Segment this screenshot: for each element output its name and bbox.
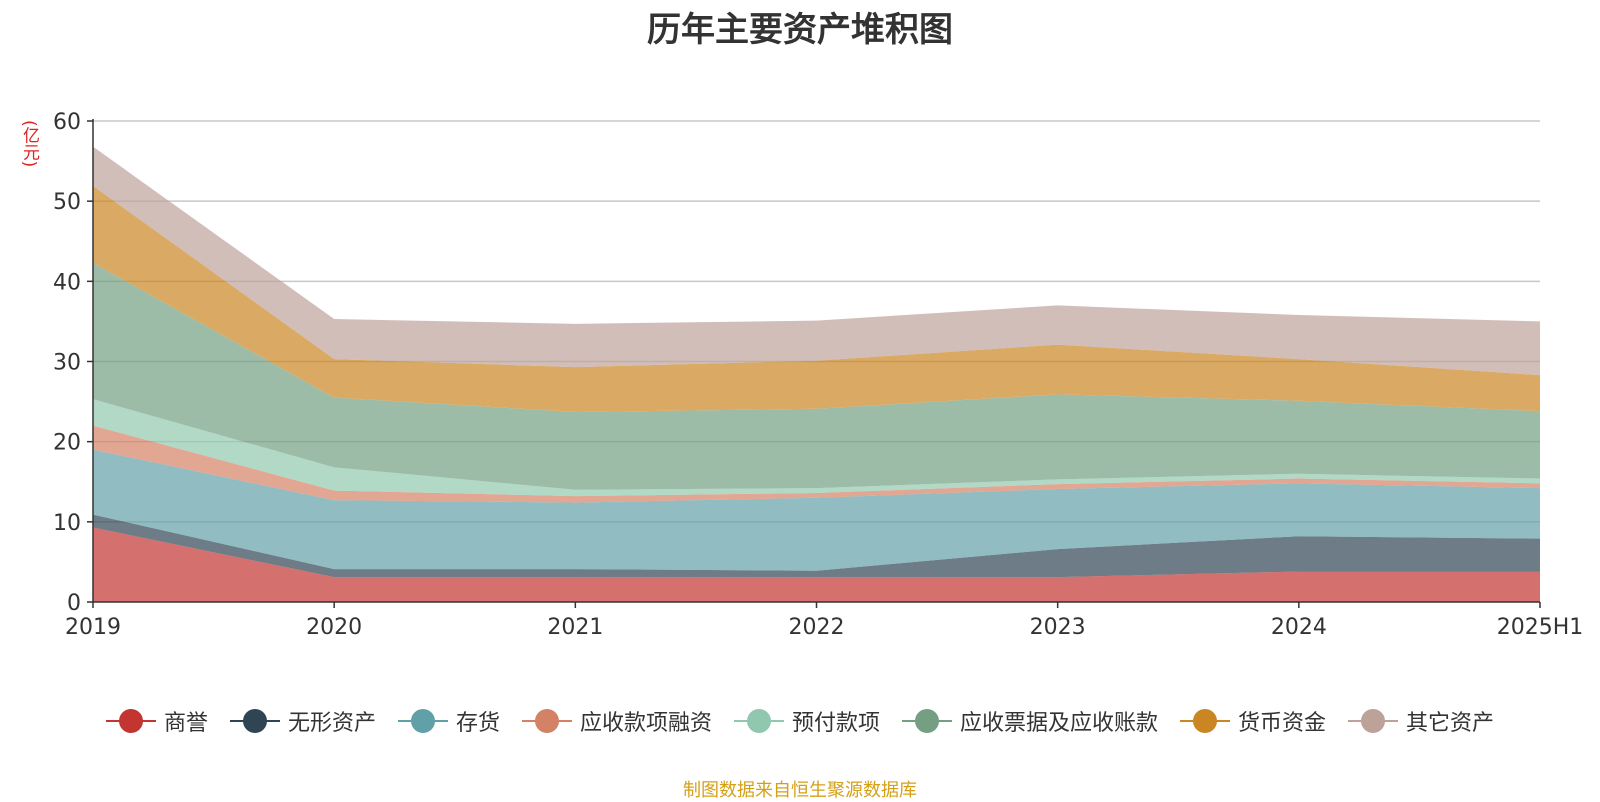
area-series-5 bbox=[93, 262, 1540, 490]
x-tick-label-6: 2025H1 bbox=[1497, 615, 1584, 640]
y-tick-label-60: 60 bbox=[53, 110, 81, 135]
y-tick-label-50: 50 bbox=[53, 190, 81, 215]
area-series-6 bbox=[93, 185, 1540, 413]
x-tick-label-0: 2019 bbox=[65, 615, 121, 640]
legend-label: 货币资金 bbox=[1238, 711, 1327, 736]
area-series-1 bbox=[93, 514, 1540, 578]
y-tick-label-40: 40 bbox=[53, 270, 81, 295]
legend-label: 预付款项 bbox=[792, 711, 881, 736]
legend-label: 应收票据及应收账款 bbox=[960, 711, 1159, 736]
y-axis-unit-label: (亿元) bbox=[19, 120, 39, 168]
x-tick-label-5: 2024 bbox=[1271, 615, 1327, 640]
legend-swatch-icon bbox=[1180, 709, 1231, 733]
legend-item-5[interactable]: 应收票据及应收账款 bbox=[902, 705, 1158, 737]
legend-swatch-icon bbox=[229, 709, 280, 733]
legend-label: 其它资产 bbox=[1406, 711, 1495, 736]
legend-swatch-icon bbox=[902, 709, 953, 733]
legend-swatch-icon bbox=[397, 709, 448, 733]
legend-item-2[interactable]: 存货 bbox=[397, 705, 500, 737]
chart-title: 历年主要资产堆积图 bbox=[647, 10, 953, 50]
legend-label: 存货 bbox=[455, 711, 500, 736]
area-series-7 bbox=[93, 146, 1540, 376]
source-note: 制图数据来自恒生聚源数据库 bbox=[683, 780, 917, 801]
x-tick-label-1: 2020 bbox=[306, 615, 362, 640]
y-tick-label-30: 30 bbox=[53, 351, 81, 376]
legend-label: 无形资产 bbox=[287, 711, 376, 736]
legend-swatch-icon bbox=[105, 709, 156, 733]
legend-item-6[interactable]: 货币资金 bbox=[1180, 705, 1326, 737]
x-tick-label-2: 2021 bbox=[547, 615, 603, 640]
legend-swatch-icon bbox=[521, 709, 572, 733]
area-series-0 bbox=[93, 527, 1540, 602]
legend-item-7[interactable]: 其它资产 bbox=[1348, 705, 1494, 737]
x-tick-label-3: 2022 bbox=[789, 615, 845, 640]
y-tick-label-0: 0 bbox=[67, 591, 81, 616]
legend-label: 应收款项融资 bbox=[579, 711, 712, 736]
area-series-3 bbox=[93, 425, 1540, 503]
chart-legend: 商誉 无形资产 存货 应收款项融资 预付款项 应收票据及应收账款 货币资金 其它资产 bbox=[0, 705, 1600, 737]
stacked-area-chart: 0 10 20 30 40 50 60 2019 2020 2021 2022 2023 2024 202… bbox=[53, 110, 1584, 640]
legend-label: 商誉 bbox=[163, 711, 208, 736]
legend-swatch-icon bbox=[734, 709, 784, 733]
legend-item-3[interactable]: 应收款项融资 bbox=[521, 705, 712, 737]
x-tick-label-4: 2023 bbox=[1030, 615, 1086, 640]
legend-item-0[interactable]: 商誉 bbox=[105, 705, 208, 737]
area-series-2 bbox=[93, 449, 1540, 571]
legend-item-1[interactable]: 无形资产 bbox=[229, 705, 376, 737]
y-tick-label-20: 20 bbox=[53, 431, 81, 456]
legend-swatch-icon bbox=[1348, 709, 1399, 733]
legend-item-4[interactable]: 预付款项 bbox=[734, 705, 880, 737]
y-tick-label-10: 10 bbox=[53, 511, 81, 536]
